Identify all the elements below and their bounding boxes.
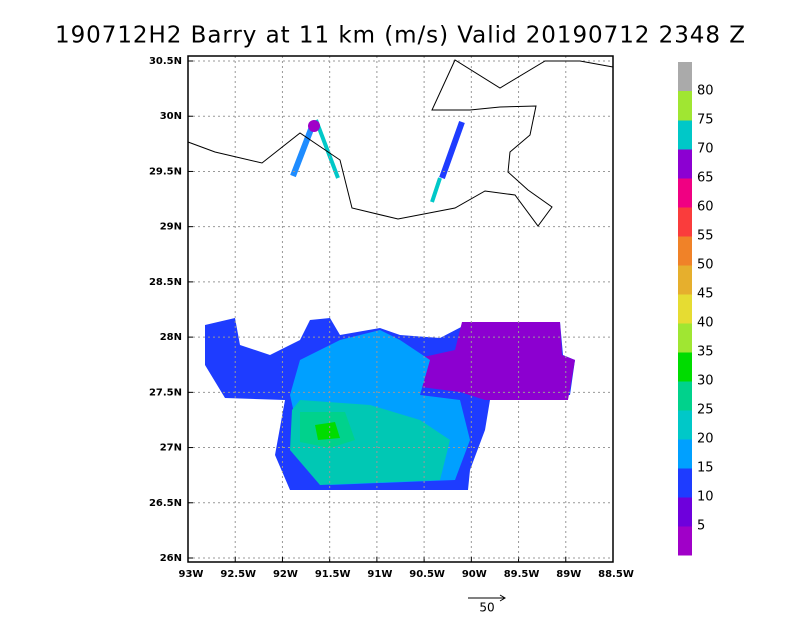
x-tick-label: 90.5W	[409, 569, 445, 580]
colorbar-label: 35	[697, 345, 714, 360]
y-tick-label: 27.5N	[149, 387, 182, 398]
colorbar-segment	[678, 352, 692, 382]
colorbar-segment	[678, 381, 692, 411]
y-tick-label: 27N	[160, 443, 182, 454]
colorbar-label: 55	[697, 229, 714, 244]
y-tick-label: 26.5N	[149, 498, 182, 509]
colorbar-label: 5	[697, 519, 705, 534]
colorbar-over	[678, 62, 692, 91]
x-tick-label: 91.5W	[315, 569, 351, 580]
map-frame	[187, 55, 614, 563]
colorbar-label: 25	[697, 403, 714, 418]
wind-field	[205, 119, 575, 490]
colorbar-segment	[678, 178, 692, 208]
x-tick-label: 92W	[273, 569, 298, 580]
colorbar-segment	[678, 439, 692, 469]
colorbar-segment	[678, 265, 692, 295]
colorbar-label: 80	[697, 84, 714, 99]
colorbar-segment	[678, 207, 692, 237]
y-tick-label: 28.5N	[149, 277, 182, 288]
y-tick-label: 29.5N	[149, 166, 182, 177]
colorbar: 5 10 15 20 25 30 35 40 45 50 55 60 65 70 75 80	[678, 62, 714, 556]
y-tick-label: 30.5N	[149, 56, 182, 67]
colorbar-label: 70	[697, 142, 714, 157]
reference-vector-label: 50	[479, 601, 494, 615]
x-tick-label: 90W	[462, 569, 487, 580]
colorbar-segment	[678, 236, 692, 266]
colorbar-label: 60	[697, 200, 714, 215]
colorbar-label: 45	[697, 287, 714, 302]
colorbar-label: 15	[697, 461, 714, 476]
y-tick-label: 29N	[160, 222, 182, 233]
colorbar-segment	[678, 410, 692, 440]
title: 190712H2 Barry at 11 km (m/s) Valid 2019…	[55, 23, 745, 49]
wind-streak	[439, 120, 465, 180]
colorbar-label: 40	[697, 316, 714, 331]
wind-patch	[315, 422, 340, 440]
wind-streak	[430, 177, 442, 203]
colorbar-segment	[678, 120, 692, 150]
x-tick-label: 93W	[179, 569, 204, 580]
x-tick-label: 89W	[556, 569, 581, 580]
x-tick-label: 89.5W	[504, 569, 540, 580]
x-tick-label: 91W	[367, 569, 392, 580]
x-tick-label: 92.5W	[220, 569, 256, 580]
colorbar-segment	[678, 468, 692, 498]
y-tick-label: 30N	[160, 111, 182, 122]
colorbar-segment	[678, 294, 692, 324]
colorbar-label: 30	[697, 374, 714, 389]
x-tick-label: 88.5W	[598, 569, 634, 580]
colorbar-label: 50	[697, 258, 714, 273]
colorbar-segment	[678, 91, 692, 121]
y-tick-label: 26N	[160, 553, 182, 564]
reference-arrow-head	[499, 594, 506, 602]
colorbar-label: 10	[697, 490, 714, 505]
colorbar-label: 65	[697, 171, 714, 186]
wind-streak	[314, 119, 340, 179]
colorbar-label: 20	[697, 432, 714, 447]
colorbar-segment	[678, 323, 692, 353]
colorbar-segment	[678, 526, 692, 556]
wind-patch	[308, 120, 320, 132]
colorbar-segment	[678, 149, 692, 179]
wind-streak	[290, 122, 316, 178]
colorbar-label: 75	[697, 113, 714, 128]
colorbar-segment	[678, 497, 692, 527]
y-tick-label: 28N	[160, 332, 182, 343]
coastline	[187, 59, 614, 227]
wind-patch	[405, 322, 575, 400]
